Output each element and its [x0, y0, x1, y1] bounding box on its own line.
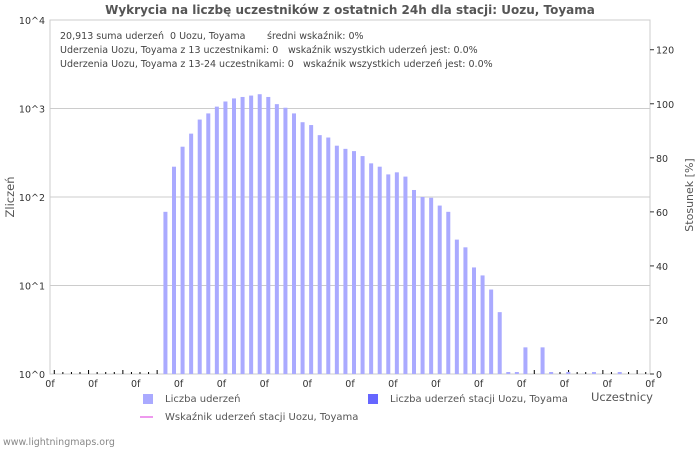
y2-tick-label: 40: [656, 262, 668, 273]
legend-label: Liczba uderzeń stacji Uozu, Toyama: [390, 394, 568, 405]
x-axis-label: Uczestnicy: [591, 390, 653, 404]
legend-item-ratio: Wskaźnik uderzeń stacji Uozu, Toyama: [140, 412, 358, 423]
bar: [317, 135, 322, 374]
bar: [540, 347, 545, 374]
bar: [463, 247, 468, 374]
x-tick-label: 0f: [88, 379, 98, 390]
bar: [300, 122, 305, 374]
bar: [412, 189, 416, 374]
bar: [223, 101, 228, 374]
bar: [437, 205, 442, 374]
bar: [403, 176, 408, 374]
x-tick-label: 0f: [602, 379, 612, 390]
x-tick-label: 0f: [131, 379, 141, 390]
legend-item-station: Liczba uderzeń stacji Uozu, Toyama: [368, 394, 568, 405]
bar: [180, 146, 185, 374]
x-tick-label: 0f: [560, 379, 570, 390]
info-text: Uderzenia Uozu, Toyama z 13 uczestnikami…: [60, 45, 278, 56]
x-tick-label: 0f: [45, 379, 55, 390]
info-text: 20,913 suma uderzeń: [60, 31, 164, 42]
x-tick-label: 0f: [174, 379, 184, 390]
x-tick-label: 0f: [645, 379, 655, 390]
bar: [257, 94, 262, 374]
info-text: wskaźnik wszystkich uderzeń jest: 0.0%: [303, 59, 493, 70]
y2-tick-label: 120: [656, 46, 674, 57]
legend-swatch: [368, 394, 378, 404]
bar: [420, 197, 425, 374]
y2-tick-label: 20: [656, 316, 668, 327]
legend-line: [140, 416, 153, 418]
bar: [283, 107, 288, 374]
bar: [163, 211, 168, 374]
bar: [343, 148, 348, 374]
bar: [334, 145, 339, 374]
bar: [480, 275, 485, 374]
bar: [360, 156, 365, 374]
bar: [566, 372, 571, 374]
legend-label: Wskaźnik uderzeń stacji Uozu, Toyama: [165, 412, 359, 423]
footer-link[interactable]: www.lightningmaps.org: [3, 437, 115, 448]
info-text: Uderzenia Uozu, Toyama z 13-24 uczestnik…: [60, 59, 294, 70]
legend-item-total: Liczba uderzeń: [143, 394, 240, 405]
bar: [454, 239, 459, 374]
x-tick-label: 0f: [260, 379, 270, 390]
bar: [206, 113, 211, 375]
bar: [506, 372, 511, 374]
bar: [189, 133, 194, 374]
bar: [617, 372, 622, 374]
y-tick-label: 10^0: [19, 370, 45, 381]
bar: [386, 174, 391, 374]
y-axis-label: Zliczeń: [3, 177, 17, 218]
y-tick-label: 10^4: [19, 16, 45, 27]
y-tick-label: 10^1: [19, 282, 45, 293]
bar: [214, 106, 219, 374]
bar: [592, 372, 596, 374]
y2-axis-label: Stosunek [%]: [683, 158, 696, 231]
bar: [549, 372, 554, 374]
x-tick-label: 0f: [217, 379, 227, 390]
bar: [249, 95, 254, 375]
bar: [274, 104, 279, 375]
info-text: średni wskaźnik: 0%: [267, 31, 364, 42]
bar: [489, 289, 494, 374]
bar: [326, 137, 331, 374]
bar: [429, 197, 434, 374]
legend-label: Liczba uderzeń: [165, 394, 241, 405]
x-tick-label: 0f: [388, 379, 398, 390]
y2-tick-label: 0: [656, 370, 662, 381]
bar: [172, 166, 176, 374]
y2-tick-label: 100: [656, 100, 674, 111]
info-text: 0 Uozu, Toyama: [170, 31, 245, 42]
y2-tick-label: 60: [656, 208, 668, 219]
bar: [309, 125, 314, 375]
bar: [292, 113, 296, 375]
bar: [240, 96, 245, 375]
bar: [394, 172, 399, 374]
legend-swatch: [143, 394, 153, 404]
bar: [352, 151, 356, 374]
x-tick-label: 0f: [345, 379, 355, 390]
x-tick-label: 0f: [302, 379, 312, 390]
bar: [446, 211, 451, 374]
bar: [514, 372, 519, 374]
x-tick-label: 0f: [474, 379, 484, 390]
bar: [523, 347, 528, 374]
x-tick-label: 0f: [517, 379, 527, 390]
bar: [377, 166, 382, 374]
bar: [369, 163, 374, 374]
y-tick-label: 10^3: [19, 105, 45, 116]
y2-tick-label: 80: [656, 154, 668, 165]
chart-title: Wykrycia na liczbę uczestników z ostatni…: [105, 3, 595, 17]
bar: [472, 267, 476, 374]
bar: [197, 119, 202, 375]
y-tick-label: 10^2: [19, 193, 45, 204]
bar: [232, 98, 236, 374]
bar: [497, 312, 502, 374]
info-text: wskaźnik wszystkich uderzeń jest: 0.0%: [288, 45, 478, 56]
bar: [266, 96, 271, 375]
x-tick-label: 0f: [431, 379, 441, 390]
